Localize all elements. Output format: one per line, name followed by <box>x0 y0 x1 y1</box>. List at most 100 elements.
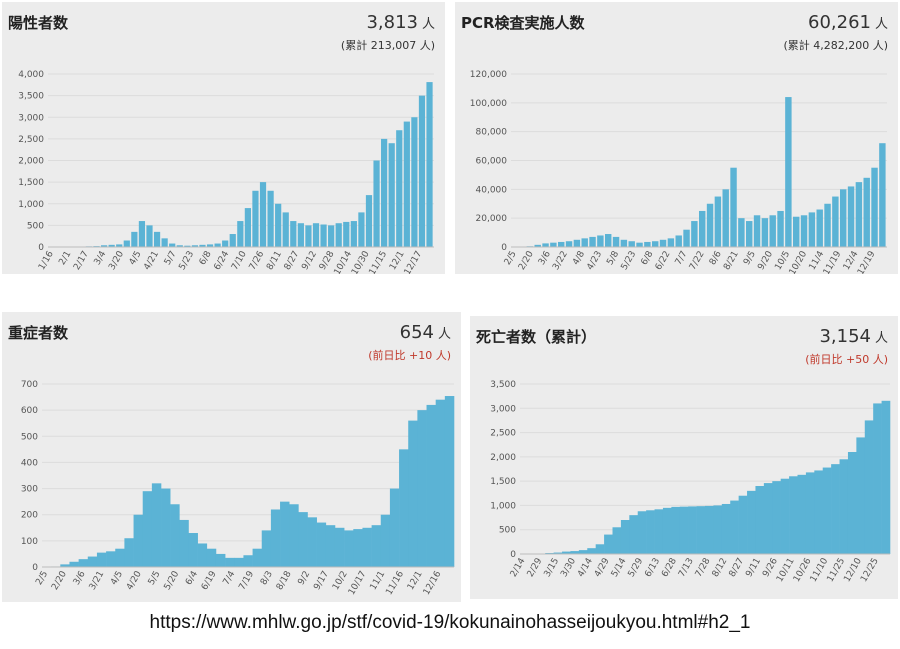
x-tick-label: 4/5 <box>109 570 125 588</box>
bar <box>267 190 274 247</box>
deaths-cumulative-chart: 05001,0001,5002,0002,5003,0003,5002/142/… <box>490 380 891 584</box>
bar <box>396 130 403 247</box>
bar <box>426 404 436 567</box>
y-tick-label: 80,000 <box>476 128 508 138</box>
bar <box>595 544 605 554</box>
bar <box>822 467 832 554</box>
bar <box>435 399 446 567</box>
bar <box>353 529 363 567</box>
source-url[interactable]: https://www.mhlw.go.jp/stf/covid-19/koku… <box>149 612 751 633</box>
bar <box>832 196 839 247</box>
x-tick-label: 2/17 <box>72 250 91 273</box>
bar <box>334 527 345 567</box>
bar <box>215 553 226 567</box>
x-tick-label: 7/19 <box>237 569 256 592</box>
bar <box>793 216 800 247</box>
bar <box>738 495 748 554</box>
bar <box>106 551 116 567</box>
x-tick-label: 11/1 <box>369 570 388 593</box>
y-tick-label: 1,500 <box>18 178 44 188</box>
bar <box>605 234 612 247</box>
x-tick-label: 4/23 <box>585 250 604 273</box>
bar <box>343 221 350 247</box>
bar <box>612 527 622 554</box>
y-tick-label: 3,500 <box>490 380 516 390</box>
bar <box>426 82 433 247</box>
x-tick-label: 3/30 <box>559 556 578 579</box>
bar <box>805 472 815 554</box>
x-tick-label: 11/19 <box>822 249 844 274</box>
bar <box>69 561 79 567</box>
bar <box>124 538 134 567</box>
x-tick-label: 8/27 <box>283 250 302 273</box>
x-tick-label: 3/22 <box>551 250 570 273</box>
bar <box>146 225 153 247</box>
bar <box>597 235 604 247</box>
bar <box>800 215 808 247</box>
bar <box>261 530 272 567</box>
bar <box>358 212 365 247</box>
x-tick-label: 9/12 <box>300 250 319 273</box>
bar <box>713 505 723 554</box>
bar <box>746 221 753 247</box>
x-tick-label: 5/23 <box>177 250 196 273</box>
bar <box>856 437 866 554</box>
bar <box>151 483 162 567</box>
bar <box>589 236 596 247</box>
bar <box>417 410 427 567</box>
bar <box>78 559 89 567</box>
value-number: 654 <box>399 322 434 343</box>
x-tick-label: 11/16 <box>384 569 406 597</box>
bar <box>679 506 689 554</box>
bar <box>290 221 297 247</box>
bar <box>222 240 229 247</box>
bar <box>558 241 565 247</box>
x-tick-label: 9/20 <box>756 249 775 272</box>
bar <box>229 234 236 247</box>
x-tick-label: 9/11 <box>744 557 763 580</box>
pcr-tests-chart: 0 20,000 40,000 60,000 80,000 100,000 120,000 2… <box>470 70 887 274</box>
bar <box>116 244 123 247</box>
bar <box>763 483 773 554</box>
y-tick-label: 2,500 <box>18 135 44 145</box>
bar <box>418 95 426 247</box>
panel-title: 死亡者数（累計） <box>476 328 597 346</box>
bar <box>620 520 630 554</box>
y-tick-label: 2,000 <box>490 453 516 463</box>
bar <box>797 474 807 554</box>
bar <box>444 396 455 567</box>
bar <box>214 243 221 247</box>
bar <box>629 515 639 554</box>
x-tick-label: 5/14 <box>610 556 629 579</box>
bar <box>873 403 882 554</box>
bar <box>275 203 282 247</box>
day-over-day-change: (前日比 +50 人) <box>805 353 888 366</box>
bar <box>191 245 199 247</box>
x-tick-label: 6/8 <box>640 249 656 267</box>
bar <box>769 215 776 247</box>
value-number: 60,261 <box>808 12 871 33</box>
bar <box>411 117 418 247</box>
bar <box>578 550 588 554</box>
bar <box>644 241 651 247</box>
y-tick-label: 500 <box>27 221 44 231</box>
x-tick-label: 7/7 <box>674 250 690 268</box>
x-tick-label: 4/8 <box>571 249 587 267</box>
bar <box>225 557 235 567</box>
bar <box>123 240 130 247</box>
bar <box>675 235 682 247</box>
bar <box>808 212 816 247</box>
bar <box>542 243 549 247</box>
x-tick-label: 9/2 <box>296 570 312 588</box>
bar <box>730 500 739 554</box>
bar <box>550 242 557 247</box>
bar <box>133 514 144 567</box>
x-tick-label: 3/20 <box>107 249 126 272</box>
x-tick-label: 9/17 <box>312 570 331 593</box>
value-number: 3,154 <box>819 326 871 347</box>
bar <box>297 223 304 247</box>
bar <box>197 543 208 567</box>
x-tick-label: 3/15 <box>543 557 562 580</box>
y-tick-label: 400 <box>21 458 38 468</box>
y-tick-label: 1,000 <box>18 200 44 210</box>
